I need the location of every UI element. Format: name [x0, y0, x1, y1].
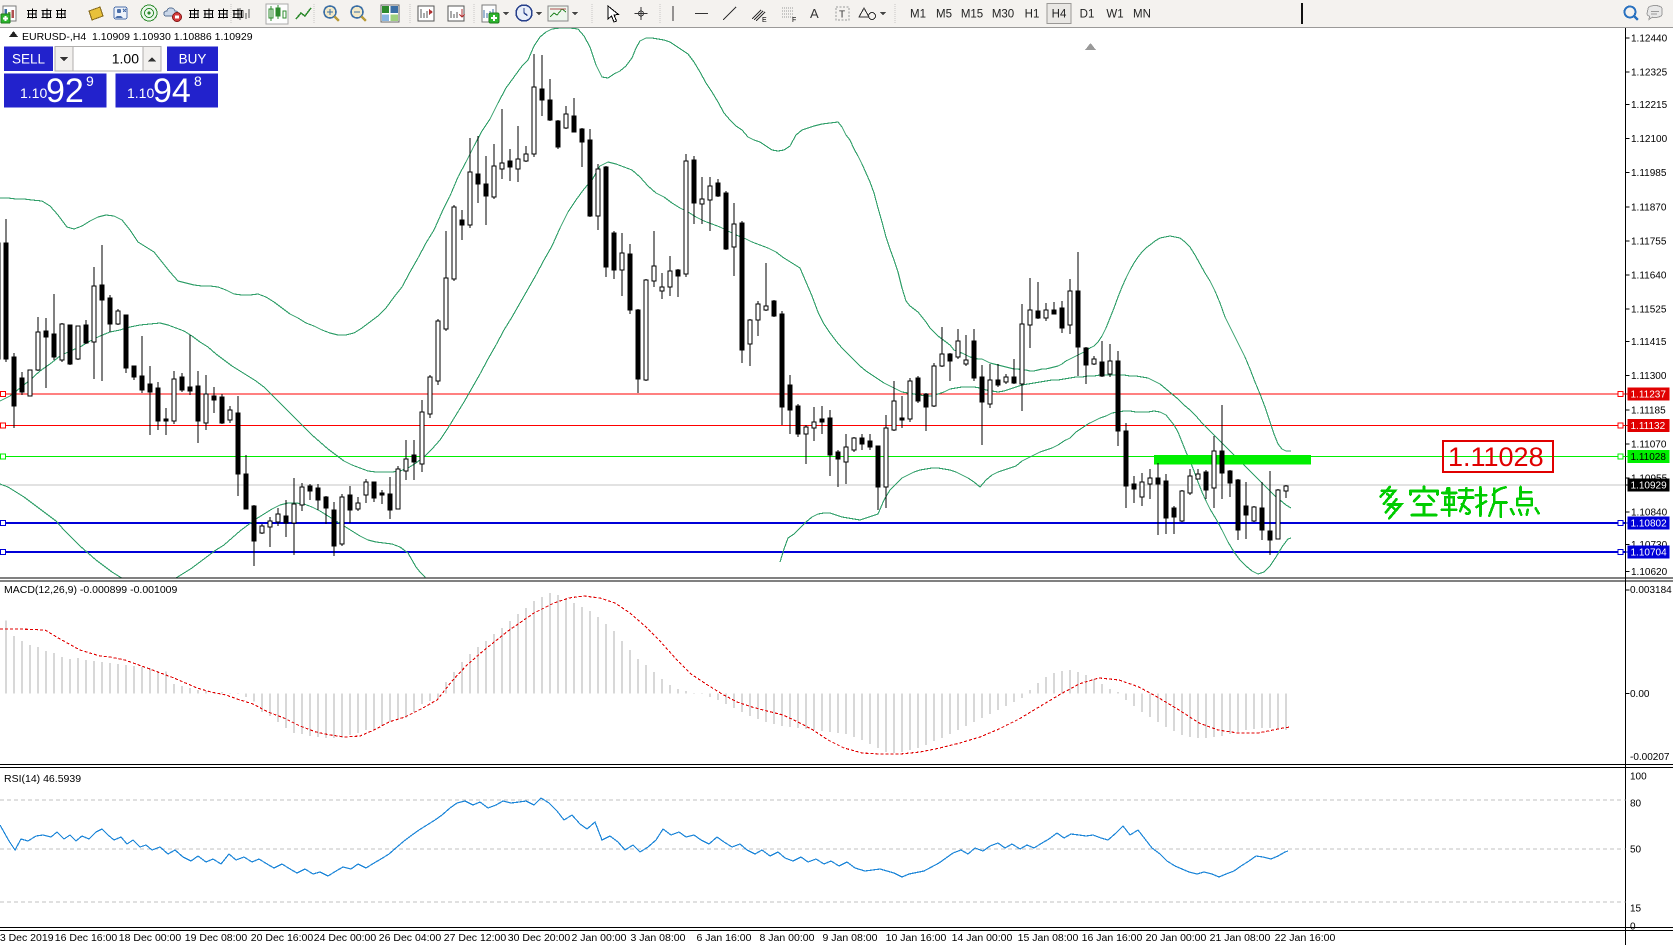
svg-text:1.11300: 1.11300 [1631, 371, 1667, 382]
svg-text:1.10704: 1.10704 [1631, 548, 1668, 559]
svg-text:27 Dec 12:00: 27 Dec 12:00 [444, 932, 507, 944]
svg-text:W1: W1 [1106, 9, 1123, 21]
svg-text:21 Jan 08:00: 21 Jan 08:00 [1210, 932, 1271, 944]
svg-text:10 Jan 16:00: 10 Jan 16:00 [886, 932, 947, 944]
svg-text:92: 92 [46, 72, 84, 110]
svg-text:T: T [839, 10, 845, 21]
svg-text:A: A [810, 6, 819, 21]
svg-text:EURUSD-,H4 1.10909 1.10930 1.: EURUSD-,H4 1.10909 1.10930 1.10886 1.109… [22, 31, 253, 43]
svg-text:1.12440: 1.12440 [1631, 33, 1668, 44]
svg-text:1.11070: 1.11070 [1631, 439, 1667, 450]
svg-text:14 Jan 00:00: 14 Jan 00:00 [952, 932, 1013, 944]
svg-text:26 Dec 04:00: 26 Dec 04:00 [379, 932, 442, 944]
svg-text:1.11237: 1.11237 [1631, 390, 1667, 401]
svg-text:MACD(12,26,9) -0.000899 -0.001: MACD(12,26,9) -0.000899 -0.001009 [4, 584, 178, 596]
svg-text:8: 8 [194, 73, 202, 89]
svg-text:13 Dec 2019: 13 Dec 2019 [0, 932, 54, 944]
svg-text:RSI(14) 46.5939: RSI(14) 46.5939 [4, 773, 81, 785]
svg-text:M5: M5 [936, 9, 952, 21]
svg-text:1.10: 1.10 [20, 85, 47, 101]
svg-text:H1: H1 [1025, 9, 1040, 21]
svg-text:1.12100: 1.12100 [1631, 134, 1668, 145]
svg-text:1.10929: 1.10929 [1631, 481, 1668, 492]
svg-text:M30: M30 [992, 9, 1014, 21]
svg-text:1.10620: 1.10620 [1631, 567, 1668, 578]
svg-text:22 Jan 16:00: 22 Jan 16:00 [1275, 932, 1336, 944]
svg-text:E: E [762, 17, 767, 24]
svg-text:1.10840: 1.10840 [1631, 508, 1668, 519]
svg-text:9 Jan 08:00: 9 Jan 08:00 [823, 932, 878, 944]
svg-text:1.11525: 1.11525 [1631, 305, 1667, 316]
svg-text:2 Jan 00:00: 2 Jan 00:00 [572, 932, 627, 944]
svg-text:1.11755: 1.11755 [1631, 236, 1667, 247]
svg-text:1.00: 1.00 [112, 51, 139, 67]
svg-text:3 Jan 08:00: 3 Jan 08:00 [631, 932, 686, 944]
svg-text:16 Jan 16:00: 16 Jan 16:00 [1082, 932, 1143, 944]
svg-text:20 Jan 00:00: 20 Jan 00:00 [1146, 932, 1207, 944]
svg-text:94: 94 [153, 72, 191, 110]
svg-text:SELL: SELL [12, 52, 46, 67]
svg-text:0.003184: 0.003184 [1630, 585, 1672, 596]
svg-text:1.11640: 1.11640 [1631, 270, 1667, 281]
svg-text:18 Dec 00:00: 18 Dec 00:00 [119, 932, 182, 944]
svg-text:1.11028: 1.11028 [1631, 452, 1667, 463]
svg-text:1.11985: 1.11985 [1631, 168, 1667, 179]
svg-text:6 Jan 16:00: 6 Jan 16:00 [697, 932, 752, 944]
svg-text:0: 0 [1630, 922, 1636, 933]
svg-text:50: 50 [1630, 845, 1642, 856]
svg-text:20 Dec 16:00: 20 Dec 16:00 [251, 932, 314, 944]
svg-text:F: F [792, 17, 796, 24]
svg-text:80: 80 [1630, 799, 1642, 810]
svg-text:1.11028: 1.11028 [1448, 442, 1544, 472]
svg-text:1.11132: 1.11132 [1631, 421, 1666, 432]
svg-text:0.00: 0.00 [1630, 689, 1650, 700]
svg-text:8 Jan 00:00: 8 Jan 00:00 [760, 932, 815, 944]
svg-text:H4: H4 [1052, 9, 1067, 21]
svg-text:-0.00207: -0.00207 [1630, 752, 1670, 763]
svg-text:1.11870: 1.11870 [1631, 202, 1667, 213]
svg-text:1.12215: 1.12215 [1631, 100, 1668, 111]
svg-text:15 Jan 08:00: 15 Jan 08:00 [1018, 932, 1079, 944]
svg-text:M1: M1 [910, 9, 926, 21]
svg-text:1.12325: 1.12325 [1631, 67, 1668, 78]
svg-text:1.10: 1.10 [127, 85, 154, 101]
svg-text:1.10802: 1.10802 [1631, 519, 1668, 530]
svg-text:1.11185: 1.11185 [1631, 405, 1666, 416]
svg-text:9: 9 [86, 73, 94, 89]
svg-text:100: 100 [1630, 772, 1647, 783]
svg-text:15: 15 [1630, 904, 1642, 915]
svg-text:19 Dec 08:00: 19 Dec 08:00 [185, 932, 248, 944]
svg-text:1.11415: 1.11415 [1631, 337, 1667, 348]
svg-text:30 Dec 20:00: 30 Dec 20:00 [508, 932, 571, 944]
svg-text:D1: D1 [1080, 9, 1095, 21]
svg-text:24 Dec 00:00: 24 Dec 00:00 [314, 932, 377, 944]
svg-text:M15: M15 [961, 9, 983, 21]
svg-text:BUY: BUY [179, 52, 207, 67]
svg-text:16 Dec 16:00: 16 Dec 16:00 [55, 932, 118, 944]
svg-text:MN: MN [1133, 9, 1151, 21]
